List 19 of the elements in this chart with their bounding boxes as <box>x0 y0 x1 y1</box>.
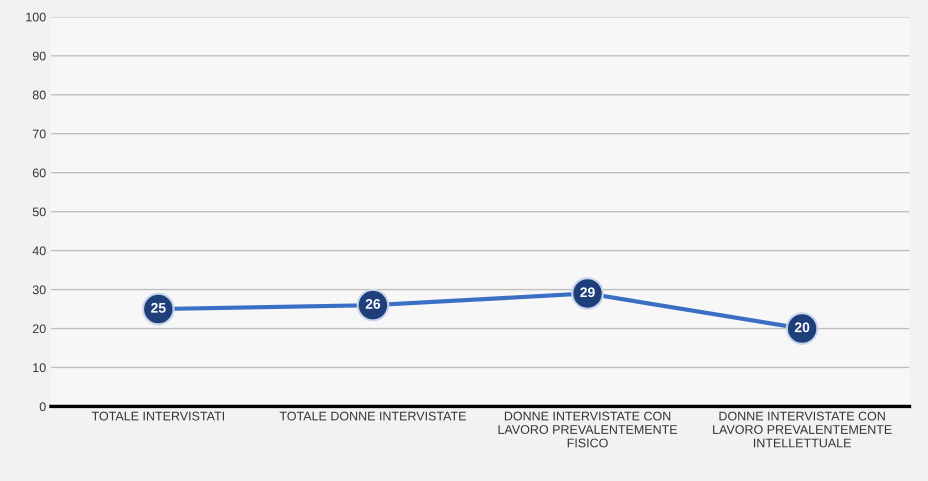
y-tick-label: 100 <box>26 12 46 22</box>
x-tick-label: TOTALE DONNE INTERVISTATE <box>280 412 466 420</box>
y-tick-label: 40 <box>32 246 46 256</box>
y-tick-label: 70 <box>32 130 46 138</box>
y-tick-label: 90 <box>32 52 46 60</box>
x-tick-label: TOTALE INTERVISTATI <box>92 412 224 420</box>
y-tick-label: 20 <box>32 324 46 334</box>
data-label: 25 <box>151 302 166 313</box>
y-tick-label: 60 <box>32 168 46 178</box>
x-tick-label: DONNE INTERVISTATE CON LAVORO PREVALENTEMENTE FISICO <box>498 412 678 448</box>
x-tick-label: DONNE INTERVISTATE CON LAVORO PREVALENTEMENTE INTELLETTUALE <box>713 412 892 448</box>
y-tick-label: 0 <box>40 402 46 412</box>
y-tick-label: 10 <box>33 363 46 372</box>
y-tick-label: 80 <box>32 90 46 100</box>
data-label: 29 <box>580 287 595 298</box>
y-tick-label: 50 <box>32 207 46 216</box>
y-tick-label: 30 <box>32 285 46 294</box>
data-label: 20 <box>794 322 810 332</box>
data-label: 26 <box>366 299 380 309</box>
